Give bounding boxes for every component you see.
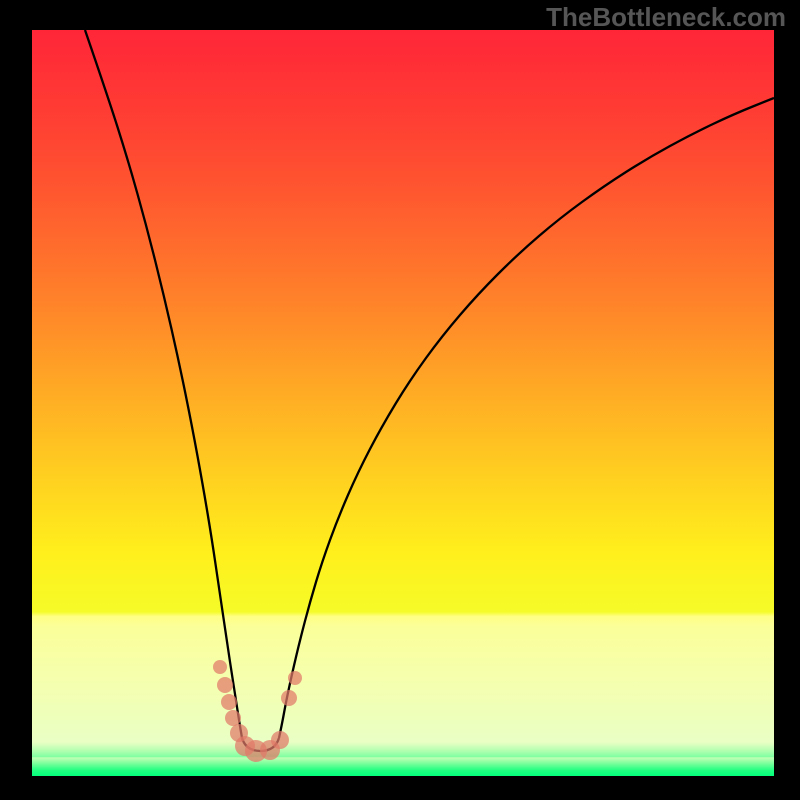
data-marker — [213, 660, 227, 674]
chart-frame: TheBottleneck.com — [0, 0, 800, 800]
data-markers — [213, 660, 302, 762]
data-marker — [225, 710, 241, 726]
data-marker — [281, 690, 297, 706]
curve-right-branch — [279, 98, 774, 738]
data-marker — [221, 694, 237, 710]
curve-left-branch — [85, 30, 242, 738]
data-marker — [288, 671, 302, 685]
plot-area — [32, 30, 774, 776]
data-marker — [217, 677, 233, 693]
watermark-text: TheBottleneck.com — [546, 2, 786, 33]
curve-layer — [32, 30, 774, 776]
data-marker — [271, 731, 289, 749]
